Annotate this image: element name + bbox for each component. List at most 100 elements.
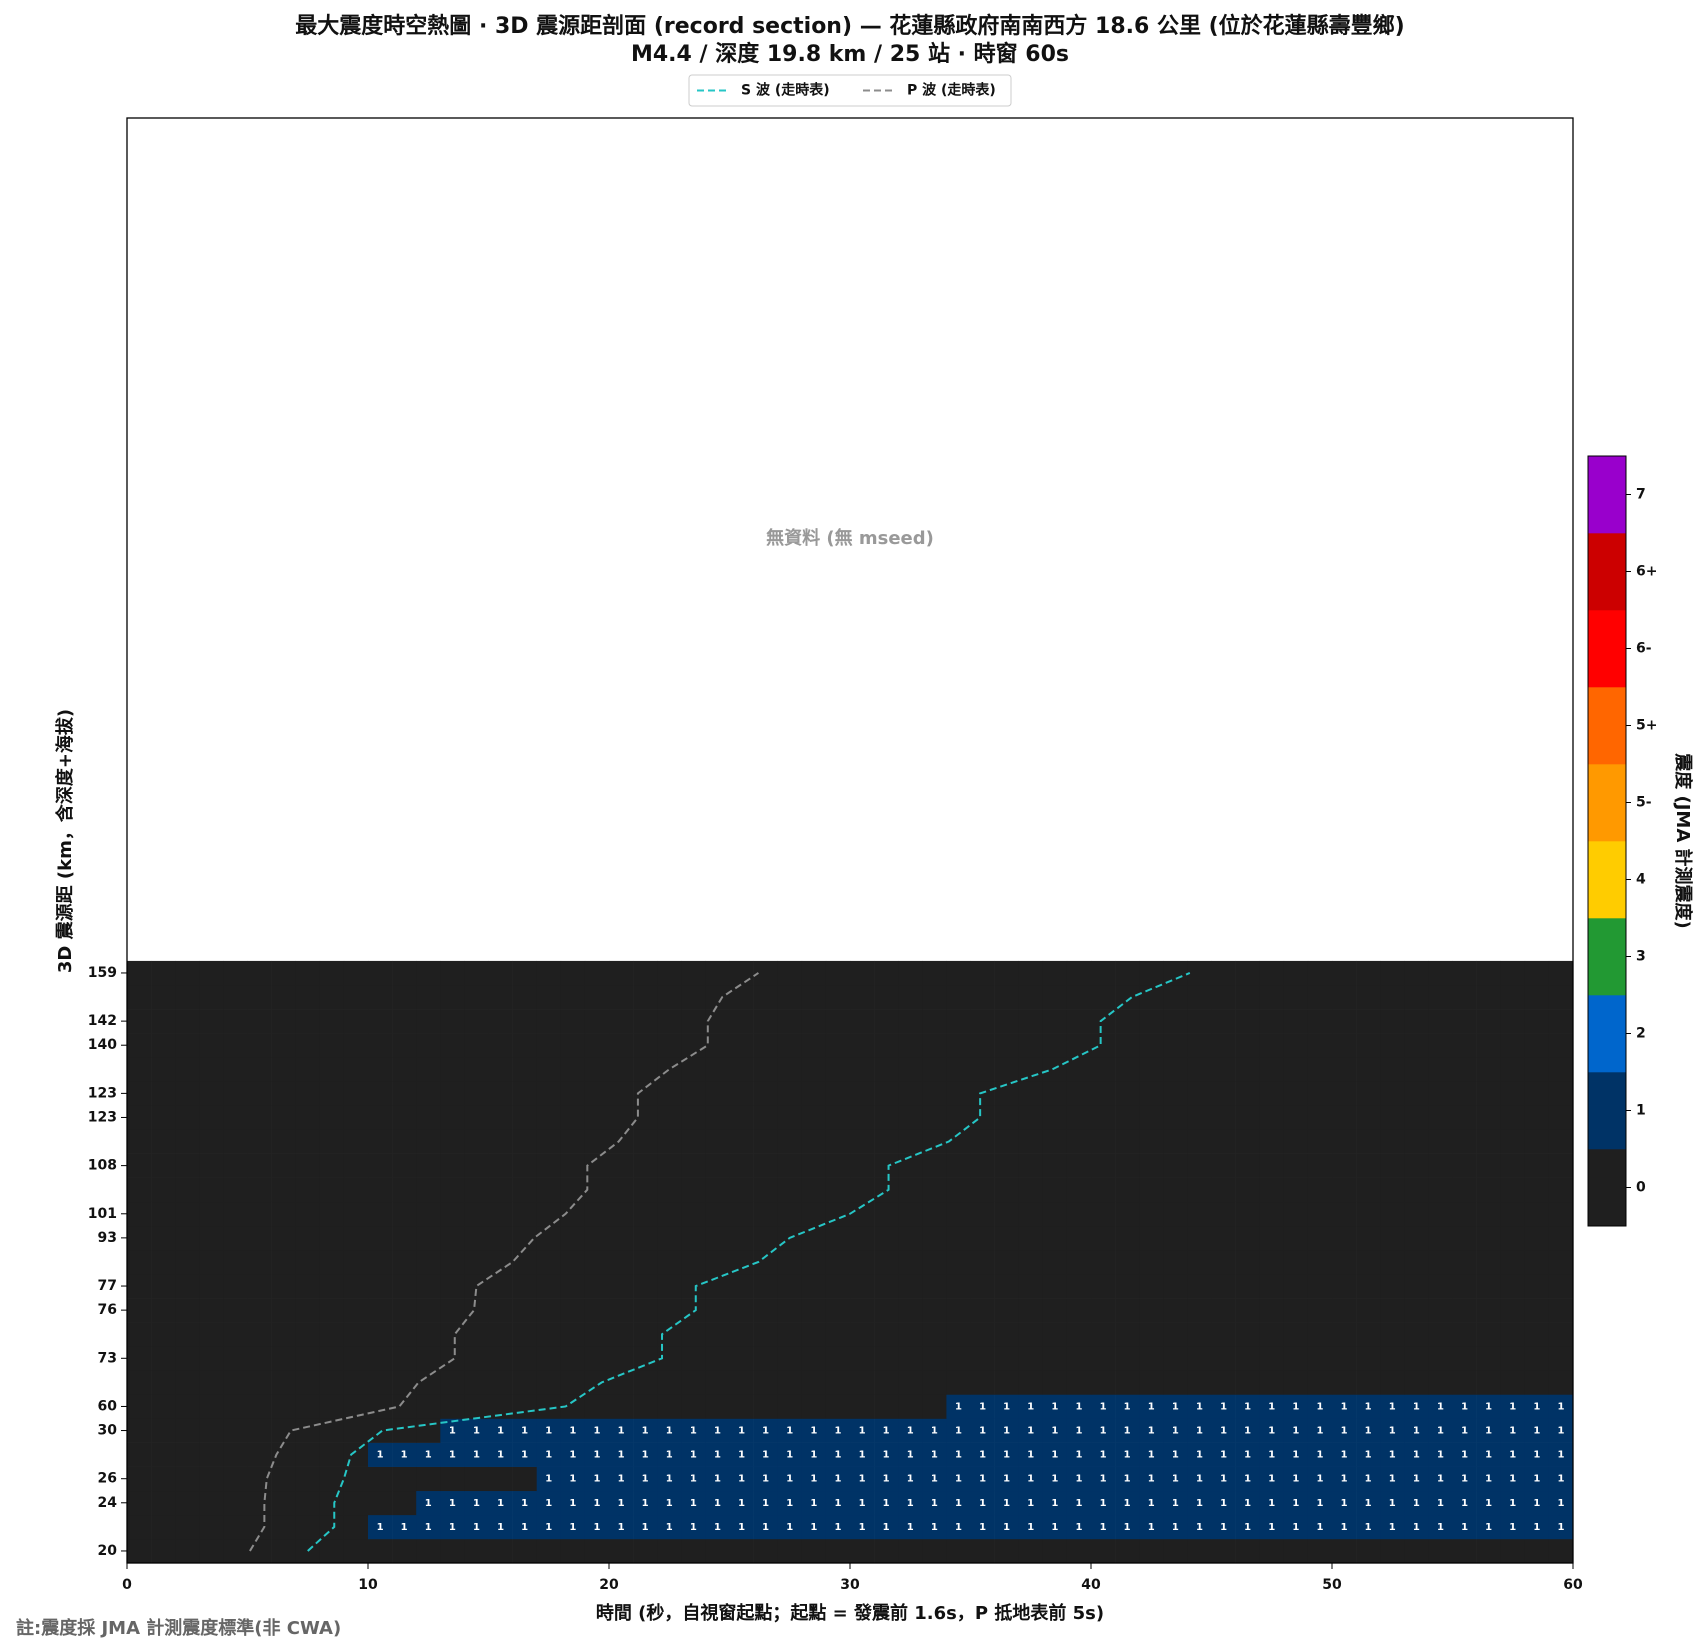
heatmap-cell	[1332, 1009, 1357, 1034]
cell-label: 1	[810, 1450, 817, 1461]
y-tick-label: 30	[98, 1423, 118, 1439]
heatmap-cell	[1524, 985, 1550, 1010]
heatmap-cell	[584, 1129, 610, 1154]
heatmap-cell	[777, 1177, 803, 1203]
heatmap-cell	[1091, 985, 1116, 1010]
heatmap-cell	[295, 1129, 321, 1154]
heatmap-cell	[1307, 1249, 1333, 1275]
cell-label: 1	[1244, 1522, 1251, 1533]
cell-label: 1	[834, 1474, 841, 1485]
heatmap-cell	[657, 1153, 682, 1178]
heatmap-cell	[681, 1105, 706, 1130]
heatmap-cell	[1163, 1538, 1188, 1564]
cell-label: 1	[1413, 1522, 1420, 1533]
heatmap-cell	[1332, 1370, 1357, 1395]
heatmap-cell	[488, 1370, 513, 1395]
heatmap-cell	[223, 1153, 248, 1178]
heatmap-cell	[175, 1129, 200, 1154]
cell-label: 1	[786, 1498, 793, 1509]
cell-label: 1	[931, 1474, 938, 1485]
heatmap-cell	[1524, 1394, 1550, 1419]
heatmap-cell	[1018, 1514, 1044, 1540]
heatmap-cell	[922, 1442, 947, 1467]
heatmap-cell	[609, 1538, 634, 1564]
cell-label: 1	[1220, 1401, 1227, 1412]
heatmap-cell	[512, 1298, 537, 1323]
cell-label: 1	[666, 1474, 673, 1485]
heatmap-cell	[1163, 1105, 1188, 1130]
heatmap-cell	[1187, 1105, 1212, 1130]
heatmap-cell	[705, 1466, 730, 1492]
heatmap-cell	[1548, 1514, 1574, 1540]
heatmap-cell	[488, 1418, 513, 1443]
heatmap-cell	[464, 1081, 489, 1106]
heatmap-cell	[368, 1129, 393, 1154]
cell-label: 1	[497, 1426, 504, 1437]
cell-label: 1	[569, 1522, 576, 1533]
heatmap-cell	[1452, 1418, 1477, 1443]
heatmap-cell	[1235, 1346, 1260, 1371]
heatmap-cell	[1380, 1225, 1405, 1251]
cell-label: 1	[1389, 1522, 1396, 1533]
heatmap-cell	[729, 1249, 754, 1275]
heatmap-cell	[1428, 985, 1453, 1010]
cell-label: 1	[1100, 1401, 1107, 1412]
heatmap-cell	[488, 1225, 513, 1251]
heatmap-cell	[1259, 1057, 1285, 1082]
cell-label: 1	[618, 1426, 625, 1437]
heatmap-cell	[850, 960, 875, 986]
heatmap-cell	[705, 1538, 730, 1564]
heatmap-cell	[199, 1201, 224, 1227]
heatmap-cell	[151, 1129, 176, 1154]
heatmap-cell	[127, 1466, 152, 1492]
heatmap-cell	[1235, 1225, 1260, 1251]
heatmap-cell	[705, 1057, 730, 1082]
heatmap-cell	[560, 1298, 586, 1323]
heatmap-cell	[1211, 1538, 1236, 1564]
heatmap-cell	[1187, 1081, 1212, 1106]
heatmap-cell	[295, 1009, 321, 1034]
heatmap-cell	[681, 1394, 706, 1419]
heatmap-cell	[705, 1346, 730, 1371]
heatmap-cell	[247, 1033, 272, 1058]
heatmap-cell	[271, 1514, 296, 1540]
heatmap-cell	[801, 1153, 827, 1178]
heatmap-cell	[1476, 1466, 1501, 1492]
heatmap-cell	[1115, 1490, 1140, 1516]
heatmap-cell	[633, 1129, 658, 1154]
heatmap-cell	[1356, 1442, 1381, 1467]
heatmap-cell	[175, 1346, 200, 1371]
heatmap-cell	[1163, 1177, 1188, 1203]
cell-label: 1	[1365, 1498, 1372, 1509]
heatmap-cell	[850, 1370, 875, 1395]
heatmap-cell	[1307, 1538, 1333, 1564]
heatmap-cell	[295, 1322, 321, 1347]
cell-label: 1	[1244, 1401, 1251, 1412]
x-tick-label: 40	[1081, 1577, 1101, 1593]
heatmap-cell	[705, 1153, 730, 1178]
heatmap-cell	[681, 1177, 706, 1203]
heatmap-cell	[1211, 1033, 1236, 1058]
heatmap-cell	[223, 1177, 248, 1203]
heatmap-cell	[1404, 1298, 1429, 1323]
heatmap-cell	[392, 960, 417, 986]
heatmap-cell	[1307, 1394, 1333, 1419]
heatmap-cell	[560, 1105, 586, 1130]
heatmap-cell	[874, 1249, 899, 1275]
heatmap-cell	[464, 1225, 489, 1251]
heatmap-cell	[247, 1274, 272, 1299]
heatmap-cell	[440, 1225, 465, 1251]
heatmap-cell	[1404, 1129, 1429, 1154]
heatmap-cell	[512, 1514, 537, 1540]
cell-label: 1	[1172, 1426, 1179, 1437]
heatmap-cell	[512, 1081, 537, 1106]
heatmap-cell	[416, 1346, 441, 1371]
heatmap-cell	[1211, 1298, 1236, 1323]
heatmap-cell	[1259, 1201, 1285, 1227]
heatmap-cell	[271, 1442, 296, 1467]
cell-label: 1	[762, 1498, 769, 1509]
heatmap-cell	[657, 1370, 682, 1395]
heatmap-cell	[633, 1514, 658, 1540]
heatmap-cell	[1476, 1177, 1501, 1203]
colorbar-swatch	[1588, 687, 1626, 765]
